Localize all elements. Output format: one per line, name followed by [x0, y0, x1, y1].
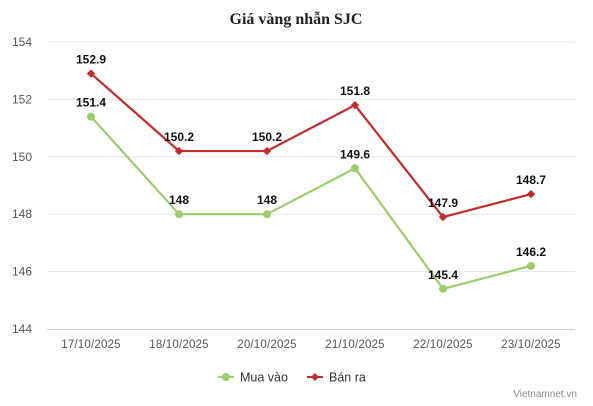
data-point[interactable]: [350, 100, 360, 110]
data-point[interactable]: [262, 146, 272, 156]
series-ban-ra: [86, 69, 536, 222]
y-tick-label: 148: [12, 207, 32, 221]
y-tick-label: 146: [12, 265, 32, 279]
y-tick-label: 144: [12, 322, 32, 336]
legend-marker: [222, 373, 230, 381]
legend-marker: [311, 373, 319, 381]
series-line: [90, 115, 532, 290]
data-point[interactable]: [527, 261, 535, 270]
x-tick-label: 23/10/2025: [501, 339, 561, 351]
y-tick-label: 154: [12, 35, 32, 49]
data-point[interactable]: [263, 210, 271, 219]
data-point[interactable]: [175, 210, 183, 219]
gridlines: [47, 41, 575, 273]
legend-item-mua-vao[interactable]: Mua vào: [218, 371, 288, 385]
series-layer: [86, 69, 536, 293]
legend-label: Mua vào: [240, 371, 288, 385]
data-label: 150.2: [252, 130, 282, 144]
series-mua-vao: [87, 112, 535, 293]
data-label: 145.4: [428, 268, 458, 282]
data-point[interactable]: [86, 69, 96, 78]
chart-title: Giá vàng nhẫn SJC: [230, 11, 363, 28]
data-point[interactable]: [87, 112, 95, 121]
data-label: 149.6: [340, 147, 370, 161]
data-point[interactable]: [174, 146, 184, 156]
data-label: 148: [257, 193, 277, 207]
legend[interactable]: Mua vào Bán ra: [218, 371, 366, 385]
legend-label: Bán ra: [329, 371, 366, 385]
data-point[interactable]: [351, 164, 359, 173]
data-label: 152.9: [76, 53, 106, 67]
x-tick-label: 17/10/2025: [61, 339, 121, 351]
data-label: 148.7: [516, 173, 546, 187]
y-tick-label: 152: [12, 92, 32, 106]
data-point[interactable]: [438, 212, 448, 222]
data-label: 147.9: [428, 196, 458, 210]
data-point[interactable]: [526, 189, 536, 199]
y-tick-label: 150: [12, 150, 32, 164]
x-tick-label: 18/10/2025: [149, 339, 209, 351]
data-label: 151.8: [340, 84, 370, 98]
data-label: 151.4: [76, 96, 106, 110]
data-point[interactable]: [439, 284, 447, 293]
data-labels: 151.4 148 148 149.6 145.4 146.2 152.9 150.2 150.…: [76, 53, 546, 282]
axes: 144 146 148 150 152 154 17/10/2025 18/10/2025 20…: [12, 35, 575, 351]
x-tick-label: 20/10/2025: [237, 339, 297, 351]
data-label: 150.2: [164, 130, 194, 144]
legend-item-ban-ra[interactable]: Bán ra: [307, 371, 366, 385]
series-line: [90, 72, 532, 219]
credit-text: Vietnamnet.vn: [513, 389, 577, 400]
x-tick-label: 21/10/2025: [325, 339, 385, 351]
x-tick-label: 22/10/2025: [413, 339, 473, 351]
data-label: 146.2: [516, 245, 546, 259]
data-label: 148: [169, 193, 189, 207]
